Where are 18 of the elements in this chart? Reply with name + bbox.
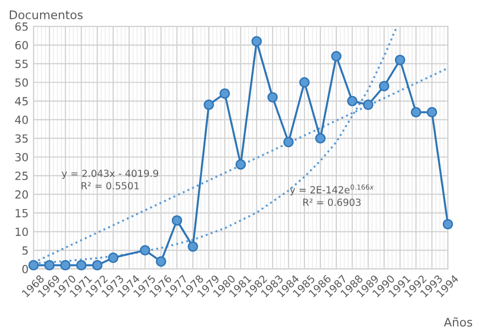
y-tick-label: 40 (15, 116, 28, 124)
text: y = 2E-142e$^{0.166x}$ R² = 0.6903 (290, 184, 374, 206)
y-tick-label: 45 (15, 97, 28, 106)
y-tick-label: 35 (15, 134, 28, 143)
y-tick-label: 0 (22, 264, 28, 274)
y-tick-label: 60 (15, 41, 28, 50)
y-tick-label: 10 (16, 228, 28, 236)
y-tick-label: 25 (15, 172, 28, 180)
y-tick-label: 5 (22, 246, 28, 255)
y-tick-label: 50 (15, 78, 28, 87)
y-tick-label: 15 (16, 209, 28, 218)
y-tick-label: 65 (15, 22, 28, 31)
y-tick-label: 20 (15, 190, 28, 199)
annotation: y = 2.043x - 4019.9 R² = 0.5501 (62, 170, 158, 190)
y-tick-label: 30 (15, 152, 28, 162)
y-tick-label: 55 (15, 60, 28, 68)
y-axis-title: Documentos (10, 10, 83, 20)
x-axis-title: Años (444, 317, 472, 327)
